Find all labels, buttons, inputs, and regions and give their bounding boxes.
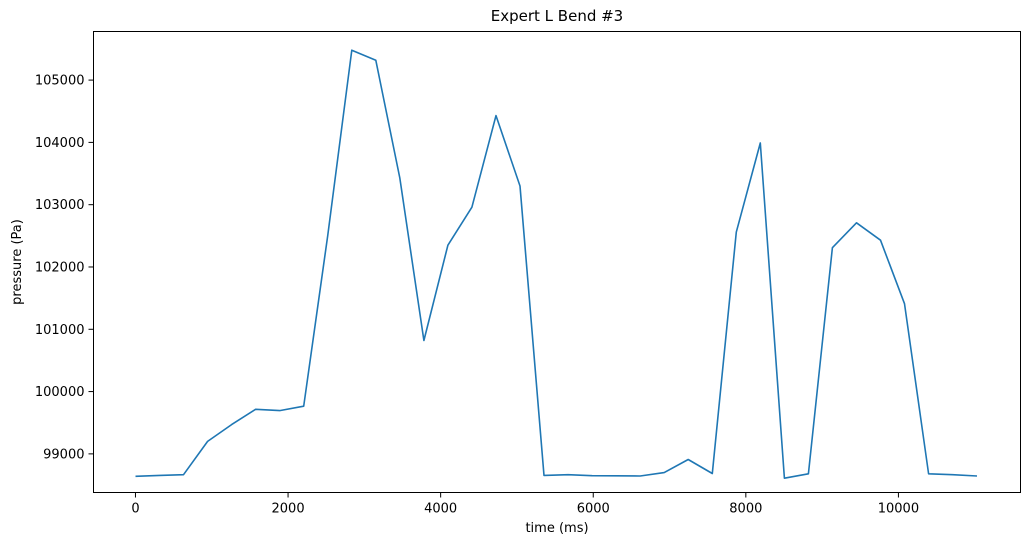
x-axis-label: time (ms) [525,521,588,536]
plot-area [135,49,978,480]
y-tick-label: 105000 [35,74,85,89]
x-tick-label: 2000 [272,502,305,517]
series-line-0 [135,49,978,480]
x-tick-label: 4000 [424,502,457,517]
axis-ticks: 0 2000 4000 6000 8000 10000 99000 100000 101000 1… [35,74,919,517]
x-tick-label: 0 [131,502,139,517]
y-tick-label: 100000 [35,385,85,400]
x-tick-label: 10000 [878,502,919,517]
y-tick-label: 99000 [43,447,84,462]
axes-frame [93,31,1021,493]
chart-title: Expert L Bend #3 [491,7,623,25]
x-tick-label: 8000 [729,502,762,517]
y-tick-label: 104000 [35,136,85,151]
x-tick-label: 6000 [577,502,610,517]
y-tick-label: 103000 [35,198,85,213]
y-tick-label: 101000 [35,323,85,338]
y-axis-label: pressure (Pa) [10,219,25,305]
y-tick-label: 102000 [35,260,85,275]
